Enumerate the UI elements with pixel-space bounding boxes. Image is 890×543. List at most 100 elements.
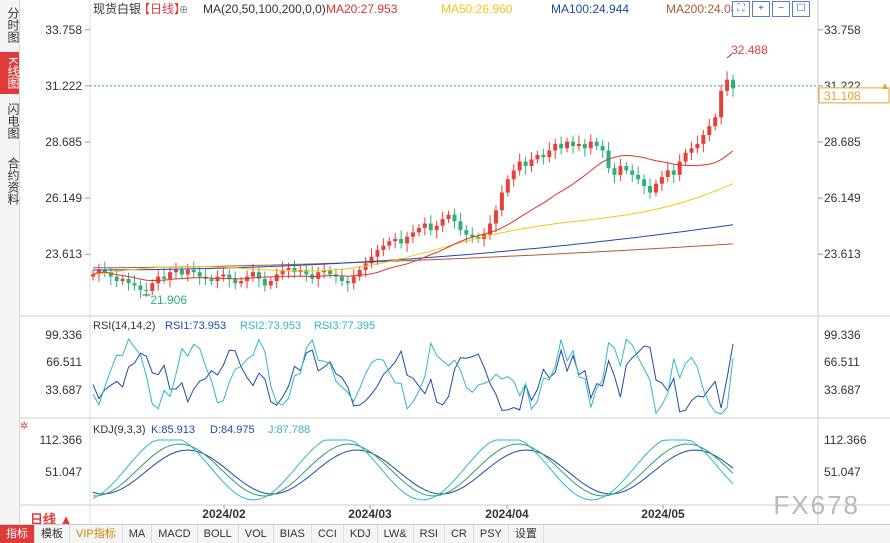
btn-lw[interactable]: LW& xyxy=(378,525,414,543)
sidebar-tab-timeshare[interactable]: 分时图 xyxy=(6,7,20,43)
btn-ma[interactable]: MA xyxy=(123,525,153,543)
candle-body xyxy=(624,166,629,171)
candle-body xyxy=(411,232,415,237)
price-tick-label-left: 26.149 xyxy=(45,191,82,205)
candle-body xyxy=(618,166,623,175)
sidebar-tab-lightning[interactable]: 闪电图 xyxy=(6,103,20,139)
candle-body xyxy=(239,281,244,284)
sidebar-tab-kline[interactable]: K线图 xyxy=(0,52,20,94)
rsi2-value: RSI2:73.953 xyxy=(240,320,301,332)
candle-body xyxy=(499,192,504,211)
rsi1-value: RSI1:73.953 xyxy=(165,320,226,332)
rsi-tick-label-left: 66.511 xyxy=(46,355,82,369)
price-tick-label-left: 28.685 xyxy=(45,135,82,149)
candle-body xyxy=(191,269,196,273)
sidebar: 分时图 K线图 闪电图 合约资料 xyxy=(0,0,20,524)
ma20-line xyxy=(92,150,734,282)
rsi1-line xyxy=(92,343,734,413)
candle-body xyxy=(256,272,261,279)
candle-body xyxy=(493,210,498,224)
candle-body xyxy=(695,143,700,149)
fullscreen-icon[interactable]: ⛶ xyxy=(732,1,750,17)
candle-body xyxy=(642,179,647,186)
candlestick-chart[interactable]: 现货白银【日线】⊕ MA(20,50,100,200,0,0) MA20:27.95… xyxy=(0,0,890,524)
candle-body xyxy=(262,278,267,286)
btn-vip-indicators[interactable]: VIP指标 xyxy=(70,525,123,543)
candle-body xyxy=(416,227,421,233)
sidebar-tab-contract-info[interactable]: 合约资料 xyxy=(6,157,20,205)
candle-body xyxy=(369,256,374,264)
candle-body xyxy=(701,135,706,144)
candle-body xyxy=(511,170,516,180)
candle-body xyxy=(659,177,664,184)
candle-body xyxy=(132,283,137,286)
header-cycle-icon: ⊕ xyxy=(179,4,188,16)
candle-body xyxy=(274,274,279,282)
candle-body xyxy=(173,269,178,273)
header-instrument: 现货白银 xyxy=(93,1,141,16)
header-ma20: MA20:27.953 xyxy=(326,2,398,16)
candle-body xyxy=(268,281,273,286)
ma50-line xyxy=(92,183,734,275)
price-tick-label-left: 33.758 xyxy=(45,23,82,37)
candle-body xyxy=(559,143,564,149)
candle-body xyxy=(488,223,493,235)
candle-body xyxy=(470,234,475,237)
current-price-box xyxy=(818,87,890,104)
candle-body xyxy=(375,250,380,257)
kdj-d-line xyxy=(92,449,734,495)
zoom-out-icon[interactable]: − xyxy=(772,1,790,17)
ma100-line xyxy=(93,224,734,271)
candle-body xyxy=(636,174,641,180)
candle-body xyxy=(221,274,226,277)
candle-body xyxy=(553,143,558,151)
candle-body xyxy=(345,281,350,284)
x-axis-label: 2024/04 xyxy=(485,507,529,521)
candle-body xyxy=(677,161,682,175)
candle-body xyxy=(316,272,321,279)
settings-icon[interactable]: ☐ xyxy=(792,1,810,17)
kdj-tick-label-left: 51.047 xyxy=(45,465,82,479)
period-indicator[interactable]: 日线 ▲ xyxy=(30,512,73,527)
candle-body xyxy=(671,170,676,175)
candle-body xyxy=(286,267,291,270)
kdj-tick-label-right: 112.366 xyxy=(824,433,867,447)
btn-psy[interactable]: PSY xyxy=(474,525,509,543)
btn-indicators[interactable]: 指标 xyxy=(0,525,35,543)
candle-body xyxy=(138,285,143,290)
kdj-tick-label-right: 51.047 xyxy=(824,465,861,479)
x-axis-label: 2024/02 xyxy=(202,507,246,521)
candle-body xyxy=(328,269,333,275)
chart-area[interactable]: 现货白银 【日线】 ⊕ MA(20,50,100,200,0,0) MA20:27.95… xyxy=(0,0,890,524)
x-axis-label: 2024/05 xyxy=(641,507,685,521)
candle-body xyxy=(387,241,392,246)
candle-body xyxy=(351,276,356,284)
btn-rsi[interactable]: RSI xyxy=(414,525,445,543)
candle-body xyxy=(393,239,398,242)
kdj-k-line xyxy=(92,443,734,497)
candle-body xyxy=(725,79,730,91)
rsi3-value: RSI3:77.395 xyxy=(314,320,375,332)
candle-body xyxy=(185,269,190,275)
candle-body xyxy=(713,117,718,127)
header-ma100: MA100:24.944 xyxy=(551,2,629,16)
price-tick-label-left: 31.222 xyxy=(45,79,82,93)
btn-boll[interactable]: BOLL xyxy=(198,525,239,543)
btn-cr[interactable]: CR xyxy=(445,525,474,543)
btn-template[interactable]: 模板 xyxy=(35,525,70,543)
zoom-in-icon[interactable]: + xyxy=(752,1,770,17)
btn-settings[interactable]: 设置 xyxy=(509,525,544,543)
btn-macd[interactable]: MACD xyxy=(152,525,198,543)
candle-body xyxy=(91,274,95,277)
candle-body xyxy=(446,214,451,220)
low-price-label: 21.906 xyxy=(150,293,187,307)
candle-body xyxy=(399,239,404,244)
btn-cci[interactable]: CCI xyxy=(312,525,344,543)
candle-body xyxy=(144,289,149,291)
btn-bias[interactable]: BIAS xyxy=(274,525,312,543)
btn-vol[interactable]: VOL xyxy=(239,525,274,543)
btn-kdj[interactable]: KDJ xyxy=(344,525,378,543)
price-tick-label-right: 28.685 xyxy=(824,135,861,149)
candle-body xyxy=(381,245,386,251)
candle-body xyxy=(120,278,125,282)
